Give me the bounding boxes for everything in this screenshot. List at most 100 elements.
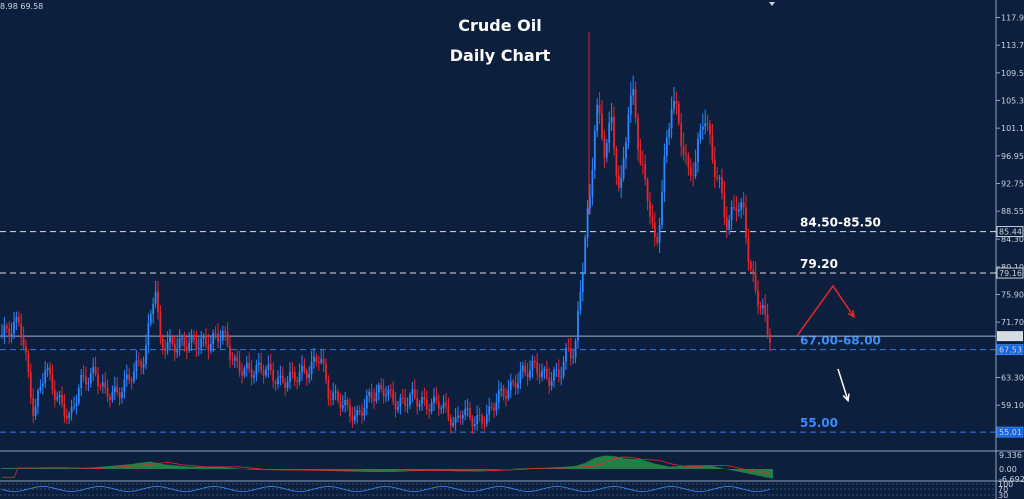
candle-body [351,416,354,421]
candle-body [337,391,339,401]
candle-body [591,169,594,198]
candle-body [339,400,342,409]
candle-body [596,104,599,131]
candle-body [73,406,75,408]
candle-body [385,395,387,397]
candle-body [406,404,409,406]
y-tick-label: 109.55 [1001,69,1024,78]
candle-body [553,370,555,381]
candle-body [116,386,119,393]
candle-body [680,123,683,147]
candle-body [593,130,596,170]
candle-body [584,237,587,272]
candle-body [509,381,512,390]
candle-body [341,405,344,409]
candle-body [428,409,431,412]
candle-body [63,403,66,416]
candle-body [111,392,114,400]
candle-body [27,352,30,373]
candle-body [610,116,613,123]
candle-body [769,334,771,343]
candle-body [620,178,623,188]
candle-body [291,372,294,374]
candle-body [353,415,356,421]
candle-body [454,417,457,424]
candle-body [639,150,642,164]
candle-body [742,202,745,208]
candle-body [632,89,635,96]
candle-body [387,389,390,396]
candle-body [445,402,447,406]
candle-body [447,405,450,418]
candle-body [728,220,731,230]
level-label: 55.00 [800,416,838,430]
indicator-tick-label: 0.00 [999,465,1017,474]
level-price-tag-label: 79.16 [999,269,1022,278]
candle-body [649,201,651,217]
candle-body [766,314,769,335]
candle-body [442,402,445,408]
candle-body [505,395,507,399]
candle-body [82,375,85,377]
candle-body [673,101,675,110]
candle-body [481,415,483,424]
candle-body [749,261,752,270]
candle-body [169,336,171,343]
candle-body [752,269,755,274]
candle-body [221,331,224,341]
candle-body [118,392,121,399]
candle-body [104,382,107,388]
candle-body [598,104,601,114]
candle-body [661,192,663,226]
candle-body [245,362,248,369]
candle-body [502,388,505,396]
indicator-tick-label: -6.692 [999,475,1024,484]
candle-body [613,116,615,149]
candle-body [601,113,603,139]
candle-body [140,361,143,368]
candle-body [416,398,419,407]
candle-body [365,395,368,409]
candle-body [644,163,647,180]
candle-body [277,377,279,385]
candle-body [409,394,411,405]
candle-body [483,423,486,425]
candle-body [641,163,644,165]
candle-body [735,208,738,212]
candle-body [15,316,18,322]
candle-body [418,403,421,407]
candle-body [577,310,579,342]
candle-body [745,207,747,238]
projection-arrow [796,284,855,337]
candle-body [747,237,750,262]
candle-body [625,142,627,159]
candle-body [471,418,474,427]
candle-body [449,417,452,426]
candle-body [125,374,128,380]
candle-body [284,382,287,388]
candle-body [308,373,311,378]
candle-body [733,206,735,209]
candle-body [495,402,498,411]
indicator-tick-label: 9.336 [999,451,1022,460]
candle-body [466,408,469,410]
y-tick-label: 59.10 [1001,401,1024,410]
candle-body [313,356,315,362]
candle-body [718,177,721,179]
candle-body [303,365,306,371]
candle-body [231,359,234,361]
candle-body [13,321,15,334]
candle-body [123,379,126,393]
candle-body [202,335,205,339]
candle-body [461,415,464,419]
candle-body [670,109,673,129]
candle-body [281,375,284,383]
candle-body [207,344,210,351]
level-price-tag [996,267,1024,279]
candle-body [217,333,219,342]
candle-body [272,369,275,382]
arrow-head [842,393,850,403]
candle-body [701,126,704,130]
candle-body [377,384,380,393]
candle-body [490,406,493,408]
